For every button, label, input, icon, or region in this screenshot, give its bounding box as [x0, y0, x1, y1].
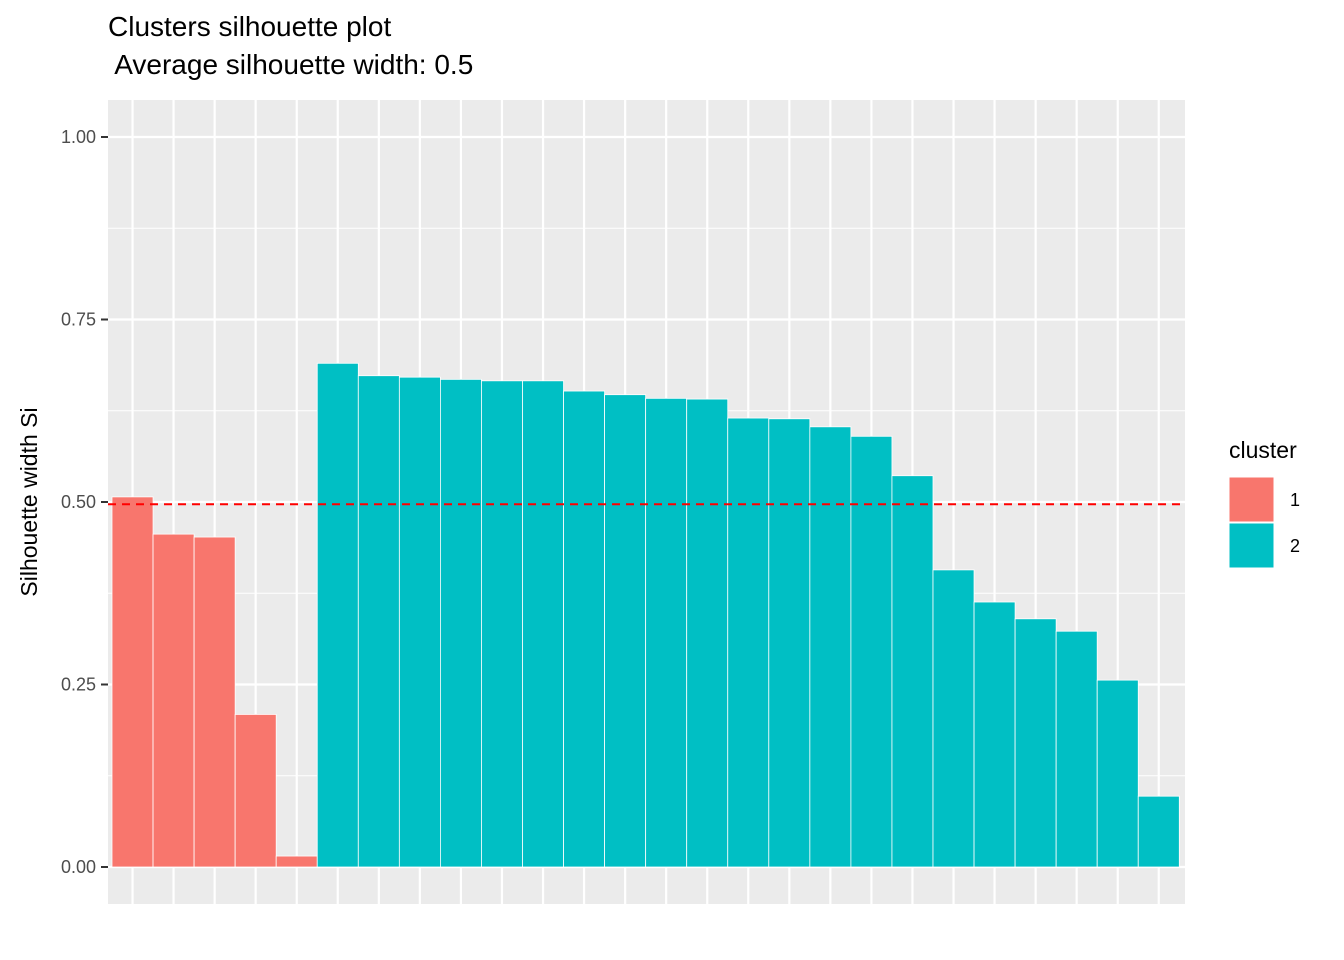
bar-cluster-2	[398, 376, 441, 868]
bar-cluster-2	[604, 394, 647, 868]
bar-cluster-2	[357, 375, 400, 868]
bar-cluster-2	[727, 417, 770, 868]
bar-cluster-1	[152, 533, 195, 868]
bar-cluster-2	[522, 380, 564, 868]
y-tick-label: 1.00	[61, 127, 96, 147]
y-tick-label: 0.50	[61, 492, 96, 512]
y-tick-label: 0.75	[61, 310, 96, 330]
chart-subtitle: Average silhouette width: 0.5	[108, 49, 474, 80]
bar-cluster-2	[1096, 679, 1139, 868]
legend-title: cluster	[1229, 437, 1297, 463]
bar-cluster-2	[316, 362, 359, 868]
bars-group	[111, 362, 1180, 868]
legend: cluster 1 2	[1228, 437, 1300, 569]
bar-cluster-2	[1014, 618, 1057, 868]
bar-cluster-1	[275, 855, 318, 868]
bar-cluster-2	[645, 397, 688, 868]
bar-cluster-2	[932, 569, 975, 868]
bar-cluster-2	[481, 380, 523, 868]
legend-label-1: 1	[1290, 490, 1300, 510]
bar-cluster-1	[111, 496, 154, 868]
bar-cluster-1	[234, 714, 277, 868]
bar-cluster-1	[193, 536, 236, 868]
y-axis-title: Silhouette width Si	[16, 407, 42, 596]
bar-cluster-2	[1055, 630, 1098, 868]
bar-cluster-2	[439, 378, 482, 868]
bar-cluster-2	[563, 390, 605, 868]
bar-cluster-2	[973, 601, 1016, 868]
bar-cluster-2	[686, 398, 729, 868]
bar-cluster-2	[850, 435, 893, 868]
chart-title: Clusters silhouette plot	[108, 11, 392, 42]
y-axis: 0.00 0.25 0.50 0.75 1.00	[61, 127, 108, 877]
bar-cluster-2	[1137, 795, 1180, 868]
bar-cluster-2	[891, 475, 934, 868]
legend-label-2: 2	[1290, 536, 1300, 556]
legend-swatch-1	[1228, 476, 1275, 523]
y-tick-label: 0.25	[61, 675, 96, 695]
y-tick-label: 0.00	[61, 857, 96, 877]
bar-cluster-2	[809, 426, 852, 868]
bar-cluster-2	[768, 418, 811, 868]
legend-swatch-2	[1228, 522, 1275, 569]
